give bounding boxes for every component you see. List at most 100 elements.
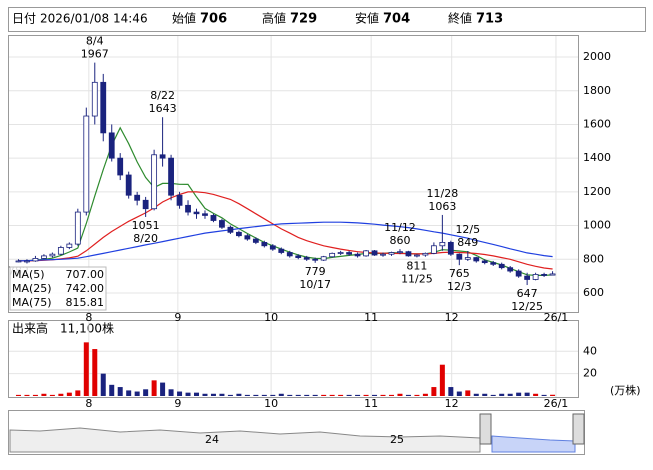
- candle-body: [261, 242, 268, 247]
- candle-body: [464, 257, 471, 260]
- volume-bar: [92, 349, 98, 396]
- candle-body: [329, 252, 336, 258]
- y-tick-label: 1000: [583, 219, 611, 232]
- legend-name: MA(75): [12, 296, 52, 309]
- annotation-date: 12/5: [455, 223, 480, 236]
- annotation-date: 12/25: [511, 300, 543, 313]
- candle-body: [168, 157, 174, 196]
- y-tick-label: 1400: [583, 151, 611, 164]
- candle-body: [388, 252, 395, 255]
- moving-average: [18, 126, 553, 276]
- candle-body: [490, 262, 497, 265]
- volume-bar: [372, 394, 378, 396]
- volume-bar: [219, 393, 225, 396]
- annotation-value: 811: [406, 259, 427, 272]
- x-tick-label: 11: [364, 397, 378, 410]
- annotation-value: 849: [457, 236, 478, 249]
- header-label: 高値: [262, 11, 286, 26]
- volume-bar: [380, 394, 386, 396]
- candle-body: [49, 253, 56, 257]
- header-label: 始値: [172, 11, 196, 26]
- annotation-value: 1643: [149, 102, 177, 115]
- volume-bar: [261, 394, 267, 396]
- candle-body: [371, 250, 378, 256]
- annotation-value: 765: [449, 267, 470, 280]
- candle-body: [219, 220, 225, 228]
- volume-bar: [185, 392, 191, 396]
- volume-bar: [143, 389, 149, 396]
- y-tick-label: 800: [583, 252, 604, 265]
- volume-bar: [126, 390, 132, 396]
- candle-body: [108, 132, 115, 159]
- annotation-date: 10/17: [299, 278, 331, 291]
- x-tick-label: 8: [85, 397, 92, 410]
- volume-bar: [194, 392, 200, 396]
- candle-body: [83, 115, 90, 213]
- header-bar: [8, 7, 646, 32]
- candle-body: [151, 154, 158, 210]
- candle-body: [354, 253, 361, 257]
- annotation-value: 860: [389, 234, 410, 247]
- volume-bar: [278, 393, 284, 396]
- x-tick-label: 8: [85, 311, 92, 324]
- volume-bar: [422, 393, 428, 396]
- candle-body: [532, 274, 539, 280]
- candle-body: [295, 255, 302, 258]
- candle-body: [456, 253, 463, 260]
- candle-body: [405, 251, 412, 257]
- candle-body: [235, 231, 242, 237]
- legend-name: MA(25): [12, 282, 52, 295]
- header-label: 終値: [448, 11, 472, 26]
- x-tick-label: 9: [174, 311, 181, 324]
- x-tick-label: 26/1: [544, 311, 569, 324]
- navigator-handle-right[interactable]: [572, 413, 585, 445]
- volume-title: 出来高: [12, 321, 48, 336]
- volume-bar: [414, 394, 420, 396]
- volume-bar: [41, 393, 47, 396]
- volume-bar: [100, 373, 106, 396]
- volume-bar: [227, 394, 233, 396]
- volume-bar: [363, 394, 369, 396]
- candle-body: [227, 226, 234, 233]
- y-tick-label: 2000: [583, 50, 611, 63]
- volume-unit: (万株): [610, 383, 641, 397]
- y-tick-label: 1200: [583, 185, 611, 198]
- annotation-date: 11/12: [384, 221, 416, 234]
- volume-panel: [8, 320, 579, 398]
- moving-average: [18, 191, 553, 270]
- candle-body: [439, 242, 446, 247]
- volume-bar: [490, 394, 496, 396]
- candle-body: [414, 254, 420, 257]
- candle-body: [363, 250, 369, 257]
- volume-bar: [439, 364, 445, 396]
- volume-bar: [499, 393, 505, 396]
- x-tick-label: 12: [445, 397, 459, 410]
- x-tick-label: 10: [264, 311, 278, 324]
- volume-bar: [202, 393, 208, 396]
- volume-bar: [507, 393, 513, 396]
- volume-bar: [58, 393, 64, 396]
- annotation-value: 779: [305, 265, 326, 278]
- candle-body: [507, 267, 514, 272]
- annotation-date: 12/3: [447, 280, 472, 293]
- volume-bar: [287, 394, 293, 396]
- volume-bar: [210, 393, 216, 396]
- header-value: 713: [476, 12, 503, 27]
- navigator-handle-left[interactable]: [479, 413, 492, 445]
- volume-bar: [533, 393, 539, 396]
- volume-bar: [134, 391, 140, 396]
- candle-body: [15, 260, 22, 263]
- x-tick-label: 9: [174, 397, 181, 410]
- volume-bar: [397, 393, 403, 396]
- volume-bar: [83, 342, 89, 396]
- candle-body: [541, 274, 547, 276]
- annotation-date: 8/4: [86, 35, 104, 48]
- candle-body: [32, 258, 39, 262]
- volume-bar: [388, 394, 394, 396]
- candle-body: [303, 257, 310, 260]
- candle-body: [91, 81, 98, 117]
- moving-average: [18, 221, 553, 262]
- volume-bar: [338, 394, 344, 396]
- volume-bar: [168, 389, 174, 396]
